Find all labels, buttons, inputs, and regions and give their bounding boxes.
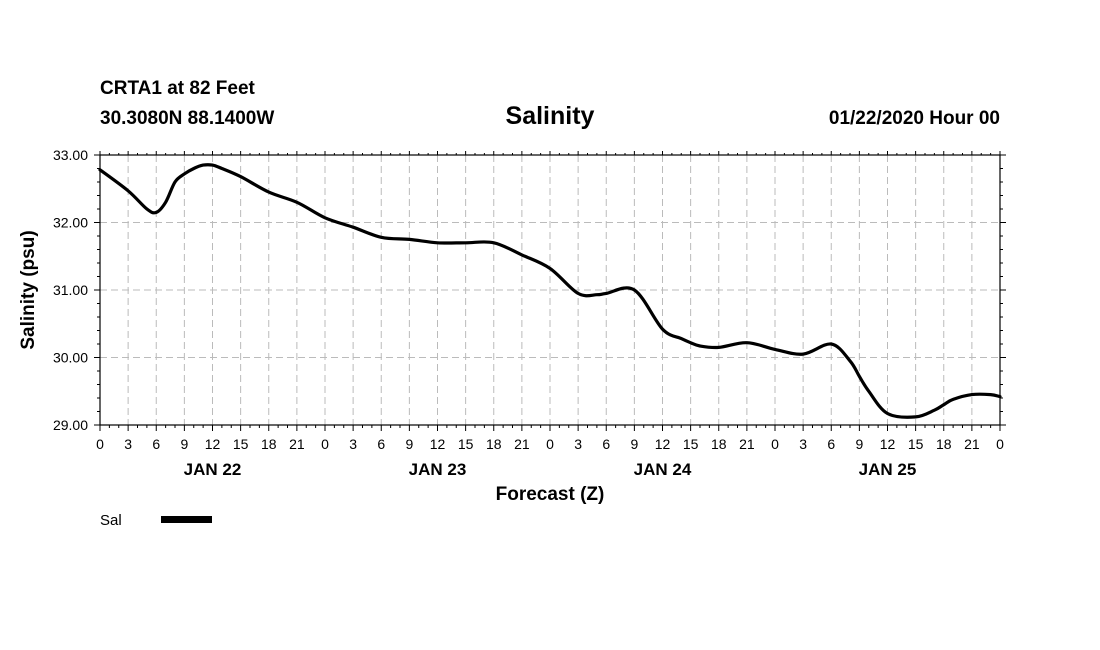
grid-lines [100, 155, 1000, 425]
x-tick-label: 0 [546, 436, 554, 452]
x-tick-label: 15 [683, 436, 699, 452]
legend-label: Sal [100, 512, 122, 529]
x-tick-label: 3 [799, 436, 807, 452]
x-tick-label: 0 [96, 436, 104, 452]
x-tick-label: 0 [321, 436, 329, 452]
x-tick-label: 12 [655, 436, 671, 452]
x-tick-label: 12 [205, 436, 221, 452]
x-tick-label: 12 [430, 436, 446, 452]
series-line-sal [98, 163, 1002, 419]
date-label: JAN 24 [634, 460, 692, 479]
y-tick-label: 29.00 [53, 417, 88, 433]
x-axis-label: Forecast (Z) [496, 484, 605, 505]
x-tick-label: 9 [405, 436, 413, 452]
y-tick-label: 32.00 [53, 215, 88, 231]
run-time-label: 01/22/2020 Hour 00 [829, 108, 1000, 129]
date-label: JAN 22 [184, 460, 242, 479]
x-tick-label: 9 [630, 436, 638, 452]
plot-frame [99, 154, 1001, 426]
y-tick-label: 31.00 [53, 282, 88, 298]
x-tick-label: 21 [964, 436, 980, 452]
y-tick-label: 33.00 [53, 147, 88, 163]
coords-label: 30.3080N 88.1400W [100, 108, 274, 129]
y-axis-label: Salinity (psu) [18, 230, 39, 349]
x-tick-label: 6 [602, 436, 610, 452]
x-tick-label: 15 [458, 436, 474, 452]
chart-title: Salinity [506, 102, 595, 130]
station-label: CRTA1 at 82 Feet [100, 78, 256, 99]
x-tick-label: 6 [152, 436, 160, 452]
y-axis-ticks: 29.00 30.00 31.00 32.00 33.00 [53, 147, 1006, 433]
x-tick-label: 3 [124, 436, 132, 452]
x-tick-label: 18 [486, 436, 502, 452]
date-labels: JAN 22 JAN 23 JAN 24 JAN 25 [184, 460, 917, 479]
x-tick-label: 15 [233, 436, 249, 452]
y-tick-label: 30.00 [53, 350, 88, 366]
x-tick-label: 21 [289, 436, 305, 452]
x-tick-label: 15 [908, 436, 924, 452]
x-tick-label: 9 [855, 436, 863, 452]
x-tick-label: 18 [711, 436, 727, 452]
date-label: JAN 25 [859, 460, 917, 479]
legend-swatch [161, 516, 212, 523]
x-tick-label: 3 [574, 436, 582, 452]
x-tick-label: 21 [514, 436, 530, 452]
x-tick-label: 0 [996, 436, 1004, 452]
x-tick-label: 12 [880, 436, 896, 452]
x-tick-label: 6 [827, 436, 835, 452]
x-tick-label: 18 [261, 436, 277, 452]
x-tick-label: 3 [349, 436, 357, 452]
series-layer [98, 163, 1002, 419]
date-label: JAN 23 [409, 460, 467, 479]
x-tick-label: 9 [180, 436, 188, 452]
x-tick-label: 18 [936, 436, 952, 452]
x-tick-label: 6 [377, 436, 385, 452]
x-tick-label: 0 [771, 436, 779, 452]
x-tick-label: 21 [739, 436, 755, 452]
